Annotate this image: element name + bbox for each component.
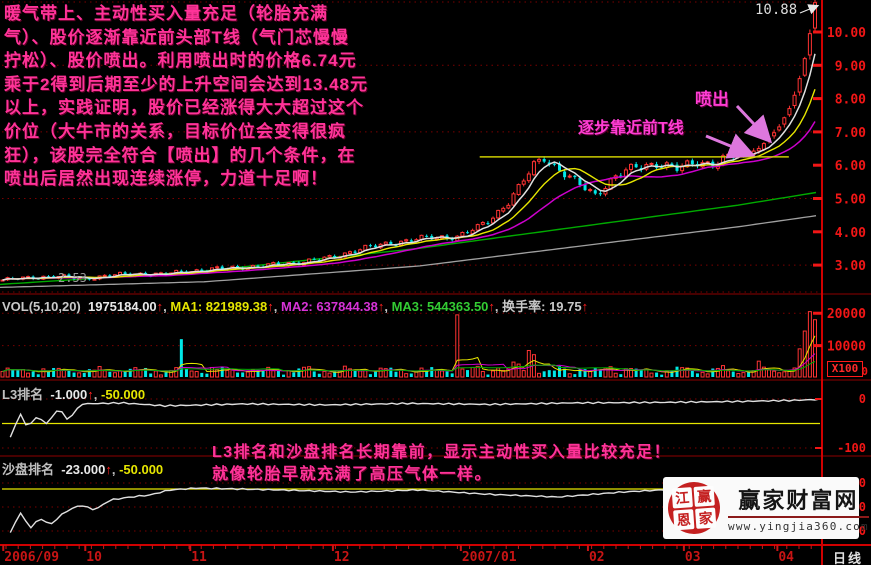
date-label: 10: [86, 550, 102, 565]
commentary-line: 暖气带上、主动性买入量充足（轮胎充满: [4, 4, 328, 23]
brand-url: www.yingjia360.com: [728, 520, 869, 533]
seal-char: 赢: [693, 485, 715, 507]
brand-block: 赢家财富网 www.yingjia360.com: [728, 483, 869, 533]
header-segment: ,: [163, 299, 171, 314]
header-segment: 沙盘排名: [2, 462, 62, 477]
date-label: 02: [589, 550, 605, 565]
commentary-line: 拧松）、股价喷出。利用喷出时的价格6.74元: [4, 51, 357, 71]
header-segment: L3排名: [2, 387, 51, 402]
header-segment: -50.000: [101, 387, 146, 402]
brand-name: 赢家财富网: [728, 483, 869, 518]
date-label: 12: [334, 550, 350, 565]
header-segment: VOL(5,10,20): [2, 299, 88, 314]
axis-label: 0: [859, 392, 866, 406]
header-segment: ↑: [581, 299, 589, 314]
header-segment: 换手率: 19.75: [502, 299, 582, 314]
header-segment: ,: [384, 299, 392, 314]
peak-price-label: 10.88: [755, 2, 798, 18]
date-axis: 2006/09 10 11 12 2007/01 02 03 04: [2, 545, 812, 565]
header-segment: 1975184.00: [87, 299, 157, 314]
volume-layer: [0, 311, 817, 378]
l3-rank-header: L3排名 -1.000↑, -50.000: [2, 384, 145, 403]
axis-label: 9.00: [835, 59, 866, 74]
header-segment: ,: [273, 299, 281, 314]
tline-annotation: 逐步靠近前T线: [578, 120, 684, 137]
peak-arrow: [799, 4, 820, 15]
price-ma-green: [0, 191, 817, 286]
header-segment: ,: [494, 299, 503, 314]
header-segment: -1.000: [50, 387, 88, 402]
breakout-arrow: [735, 104, 773, 144]
axis-label: -100: [837, 441, 866, 455]
header-segment: MA2: 637844.38: [280, 299, 378, 314]
price-ma20: [2, 121, 816, 281]
header-segment: ↑: [105, 462, 112, 477]
header-segment: ↑: [87, 387, 94, 402]
volume-unit-badge: X100: [827, 361, 863, 377]
date-label: 04: [778, 550, 794, 565]
seal-char: 恩: [673, 509, 695, 531]
date-label: 03: [685, 550, 701, 565]
header-segment: -50.000: [119, 462, 164, 477]
breakout-annotation: 喷出: [695, 90, 729, 109]
mid-commentary-line2: 就像轮胎早就充满了高压气体一样。: [212, 466, 493, 483]
mid-commentary-line1: L3排名和沙盘排名长期靠前，显示主动性买入量比较充足！: [212, 444, 672, 461]
volume-ma20: [2, 361, 816, 372]
volume-ma5: [2, 335, 816, 373]
header-segment: MA1: 821989.38: [170, 299, 268, 314]
header-segment: MA3: 544363.50: [391, 299, 489, 314]
commentary-line: 狂），该股完全符合【喷出】的几个条件，在: [4, 145, 356, 165]
commentary-line: 以上，实践证明，股价已经涨得大大超过这个: [4, 98, 364, 118]
axis-label: 10.00: [827, 26, 866, 41]
header-segment: ,: [111, 462, 120, 477]
axis-label: 3.00: [835, 259, 866, 274]
l3-line: [9, 398, 821, 438]
commentary-line: 乘于2得到后期至少的上升空间会达到13.48元: [4, 74, 368, 94]
axis-label: 4.00: [835, 226, 866, 241]
date-label: 2007/01: [462, 550, 517, 565]
period-label: 日线: [833, 551, 864, 565]
site-watermark: 江 赢 恩 家 赢家财富网 www.yingjia360.com: [663, 477, 869, 539]
commentary-block: 暖气带上、主动性买入量充足（轮胎充满 气）、股价逐渐靠近前头部T线（气门芯慢慢 …: [4, 2, 368, 191]
axis-label: 0: [859, 476, 866, 490]
commentary-line: 气）、股价逐渐靠近前头部T线（气门芯慢慢: [4, 27, 349, 47]
header-segment: ↑: [267, 299, 274, 314]
commentary-line: 喷出后居然出现连续涨停，力道十足啊！: [4, 169, 328, 189]
axis-label: 6.00: [835, 159, 866, 174]
header-segment: ,: [93, 387, 102, 402]
price-ma-gray: [0, 215, 817, 289]
sand-rank-header: 沙盘排名 -23.000↑, -50.000: [2, 459, 163, 478]
seal-char: 家: [695, 507, 717, 529]
date-label: 2006/09: [4, 550, 59, 565]
date-label: 11: [191, 550, 207, 565]
axis-label: 5.00: [835, 193, 866, 208]
header-segment: ↑: [488, 299, 495, 314]
axis-label: 20000: [827, 307, 866, 322]
axis-label: 7.00: [835, 126, 866, 141]
low-price-label: 2.53: [58, 271, 87, 285]
commentary-line: 价位（大牛市的关系，目标价位会变得很疯: [4, 121, 346, 141]
header-segment: ↑: [377, 299, 385, 314]
axis-label: 8.00: [835, 93, 866, 108]
seal-logo-icon: 江 赢 恩 家: [666, 480, 722, 536]
volume-header: VOL(5,10,20) 1975184.00↑, MA1: 821989.38…: [2, 296, 588, 315]
axis-label: 10000: [827, 340, 866, 355]
axis-label: 0: [861, 365, 868, 378]
header-segment: -23.000: [61, 462, 106, 477]
tline-arrow: [705, 133, 756, 159]
annotation-arrows: [705, 4, 820, 159]
price-ma5: [2, 53, 816, 281]
seal-char: 江: [671, 487, 693, 509]
header-segment: ↑: [156, 299, 164, 314]
